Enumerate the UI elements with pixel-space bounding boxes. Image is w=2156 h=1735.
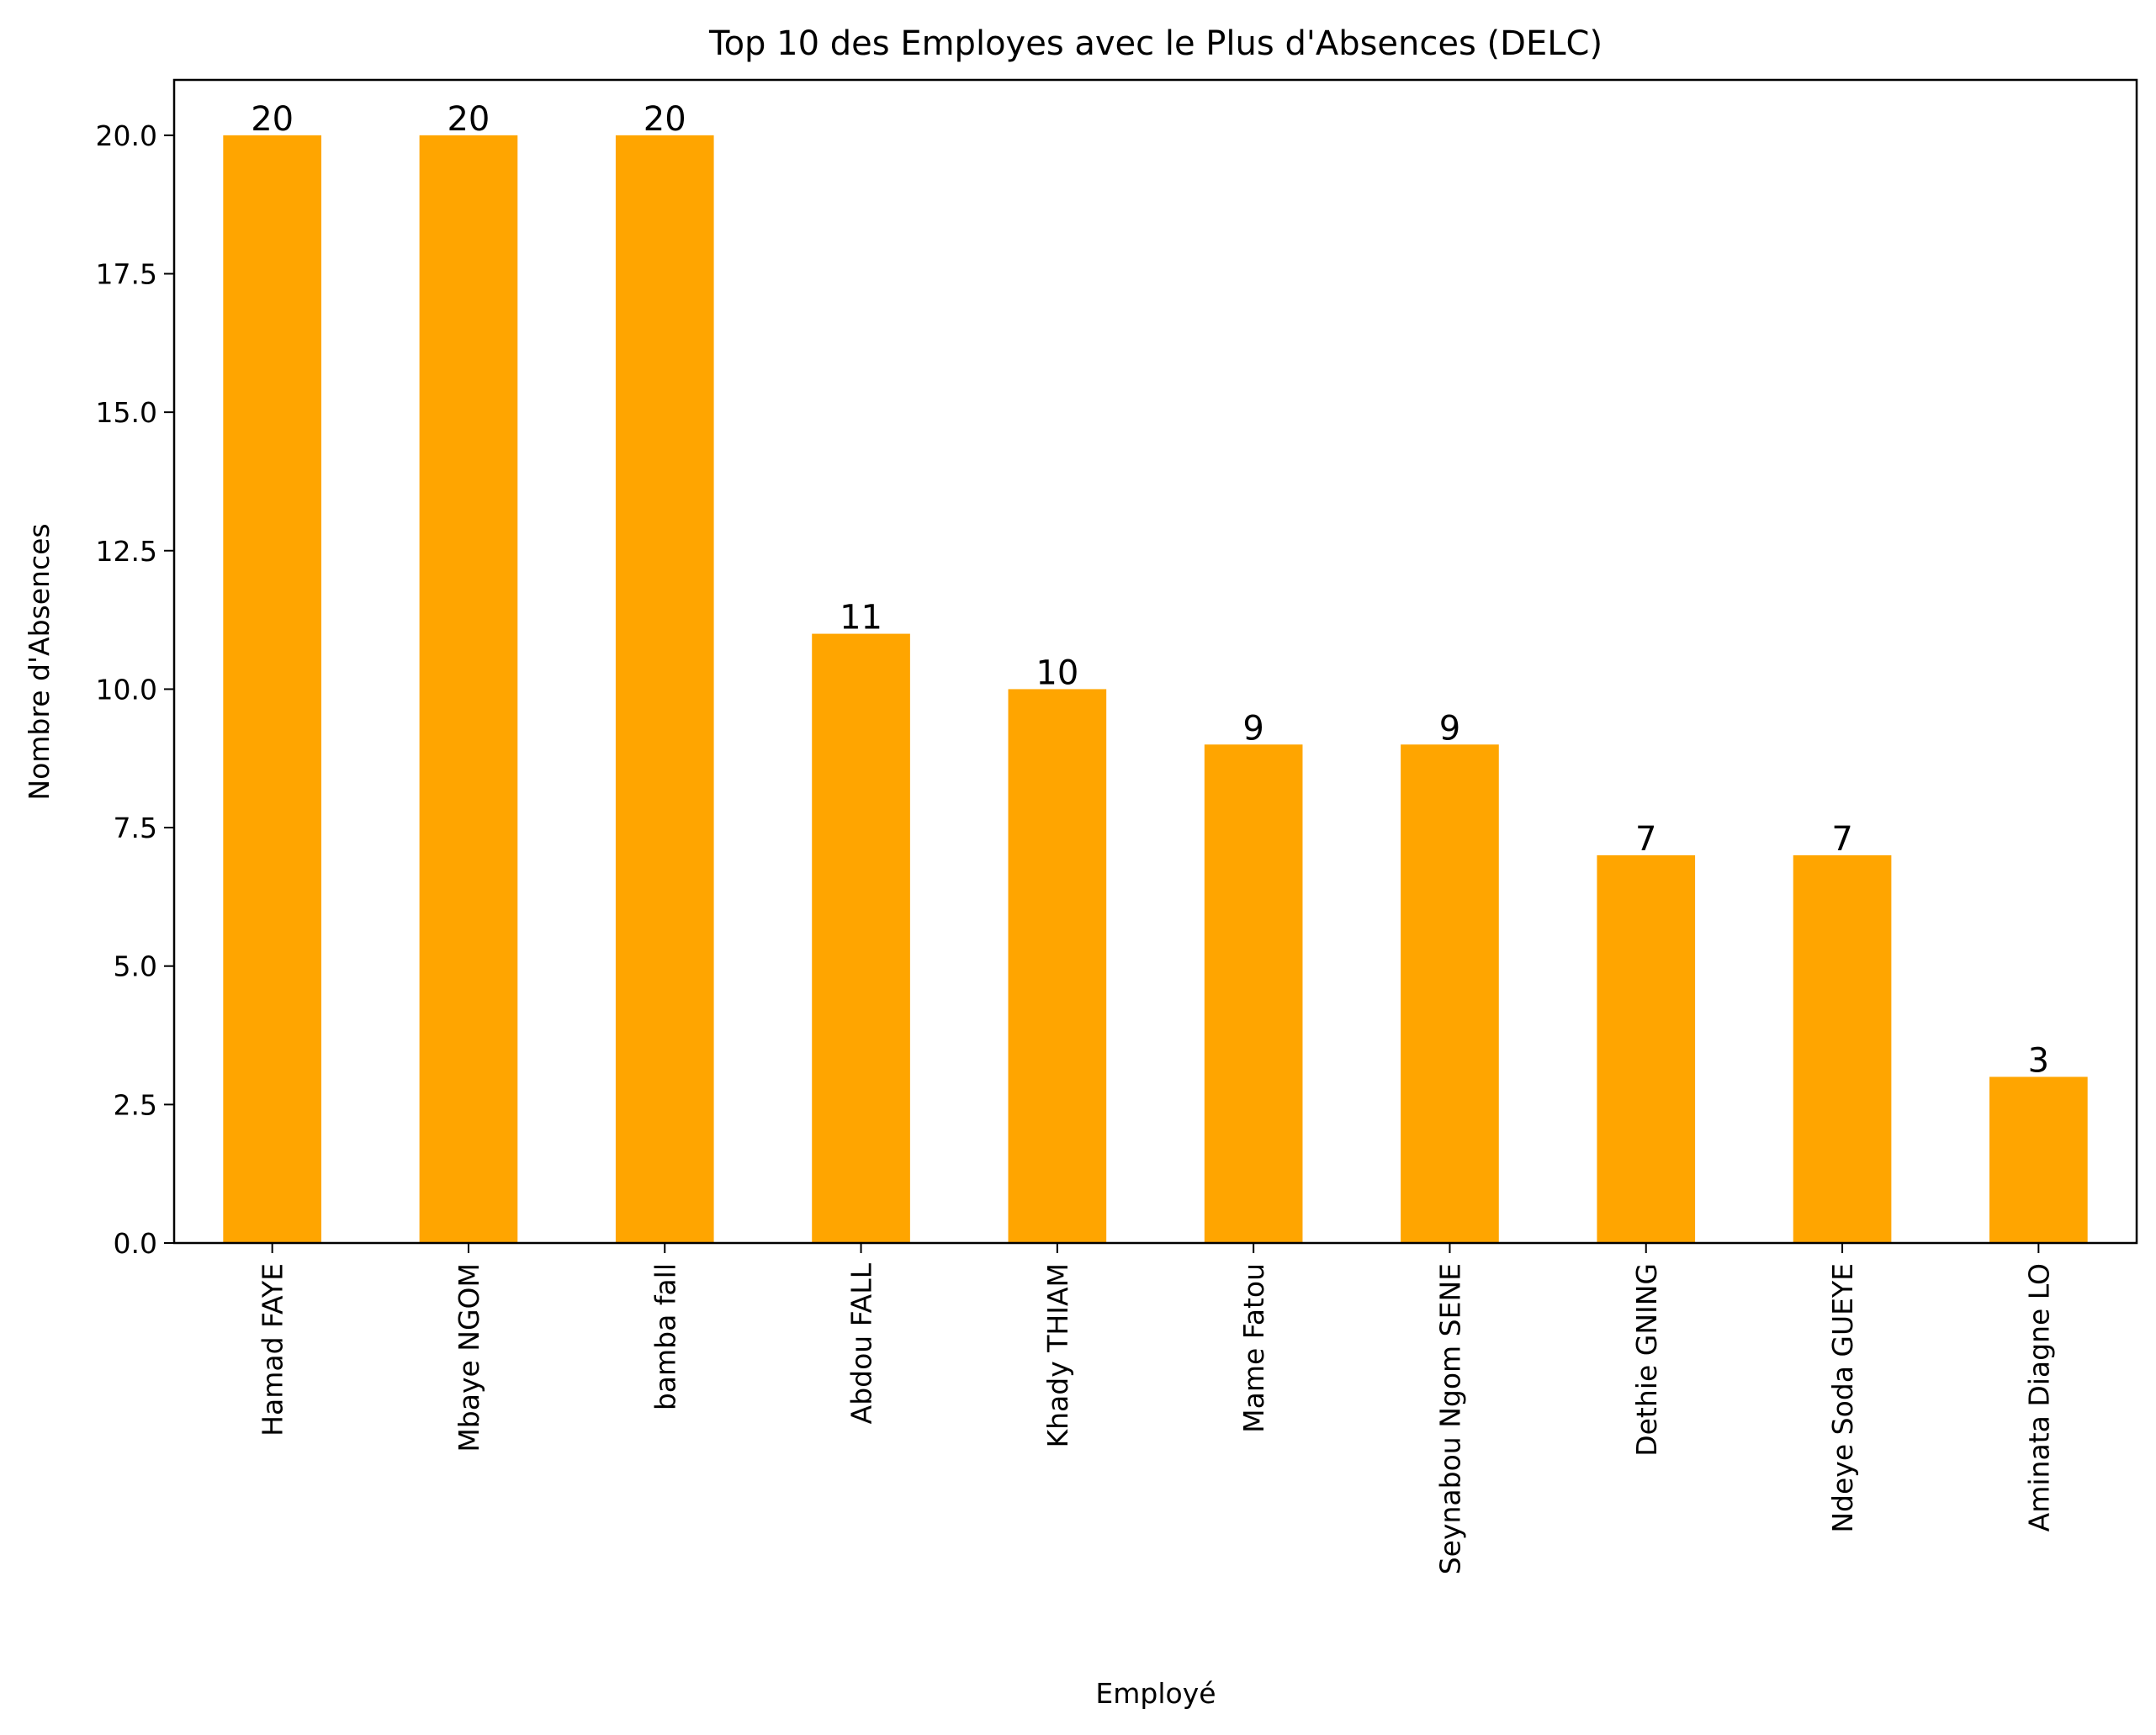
bar xyxy=(812,633,910,1243)
axes-frame xyxy=(172,78,2138,1245)
data-label: 7 xyxy=(1831,820,1852,859)
x-axis-label: Employé xyxy=(1095,1677,1216,1710)
x-tick-label: Mame Fatou xyxy=(1237,1263,1270,1433)
y-tick-label: 10.0 xyxy=(96,673,157,706)
bar xyxy=(1008,689,1107,1243)
bar xyxy=(1401,744,1499,1243)
y-tick-label: 20.0 xyxy=(96,119,157,152)
x-tick-label: Abdou FALL xyxy=(845,1262,878,1424)
data-label: 7 xyxy=(1635,820,1656,859)
x-tick-label: Mbaye NGOM xyxy=(453,1263,485,1452)
bar xyxy=(223,135,321,1243)
x-tick-label: bamba fall xyxy=(649,1263,681,1410)
y-tick-label: 0.0 xyxy=(114,1227,157,1260)
data-label: 9 xyxy=(1439,709,1460,748)
data-label: 20 xyxy=(644,100,686,139)
y-tick-label: 5.0 xyxy=(114,950,157,983)
bar xyxy=(1597,855,1696,1243)
bar xyxy=(419,135,518,1243)
y-axis-label: Nombre d'Absences xyxy=(23,523,56,800)
data-label: 3 xyxy=(2028,1041,2049,1080)
x-tick-label: Seynabou Ngom SENE xyxy=(1433,1263,1466,1574)
x-tick-label: Hamad FAYE xyxy=(257,1263,289,1436)
plot-area: 20 Hamad FAYE 20 Mbaye NGOM 20 bamba fall 11 Ab… xyxy=(96,78,2138,1574)
y-tick-label: 15.0 xyxy=(96,396,157,429)
x-tick-label: Khady THIAM xyxy=(1041,1263,1074,1448)
bar xyxy=(1204,744,1303,1243)
data-label: 11 xyxy=(840,599,882,637)
bar xyxy=(1989,1076,2088,1243)
data-label: 9 xyxy=(1242,709,1263,748)
bar xyxy=(1793,855,1892,1243)
y-tick-label: 7.5 xyxy=(114,812,157,844)
x-tick-label: Ndeye Soda GUEYE xyxy=(1826,1263,1859,1533)
x-tick-label: Aminata Diagne LO xyxy=(2022,1263,2055,1531)
x-tick-label: Dethie GNING xyxy=(1630,1263,1663,1457)
data-label: 10 xyxy=(1036,653,1078,692)
y-tick-label: 2.5 xyxy=(114,1088,157,1121)
y-tick-label: 12.5 xyxy=(96,535,157,568)
y-tick-label: 17.5 xyxy=(96,258,157,291)
bar xyxy=(615,135,714,1243)
data-label: 20 xyxy=(447,100,490,139)
data-label: 20 xyxy=(251,100,294,139)
chart-title: Top 10 des Employes avec le Plus d'Absen… xyxy=(708,24,1602,63)
